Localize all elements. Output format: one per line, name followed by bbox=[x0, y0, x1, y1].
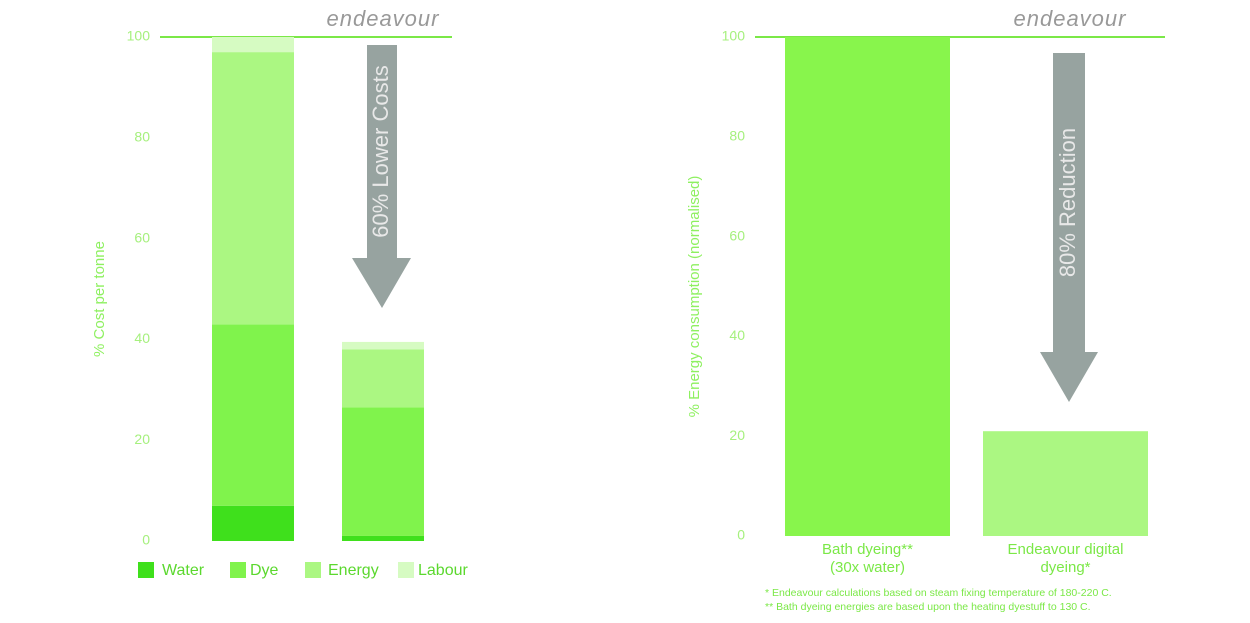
bar-segment bbox=[212, 52, 294, 325]
legend-swatch bbox=[230, 562, 246, 578]
annotation: 80% Reduction bbox=[1055, 128, 1080, 277]
y-tick-label: 100 bbox=[127, 28, 151, 44]
y-axis-label: % Cost per tonne bbox=[91, 241, 108, 357]
y-tick-label: 20 bbox=[134, 431, 150, 447]
annotation: 60% Lower Costs bbox=[368, 65, 393, 237]
legend-label: Water bbox=[162, 562, 205, 579]
y-tick-label: 80 bbox=[134, 129, 150, 145]
y-tick-label: 0 bbox=[737, 527, 745, 543]
brand: endeavour bbox=[327, 6, 441, 31]
legend-swatch bbox=[305, 562, 321, 578]
y-tick-label: 20 bbox=[729, 427, 745, 443]
x-tick-label: Endeavour digital dyeing* bbox=[1008, 541, 1124, 576]
y-axis-label: % Energy consumption (normalised) bbox=[686, 176, 703, 418]
y-tick-label: 60 bbox=[134, 229, 150, 245]
brand: endeavour bbox=[1014, 6, 1128, 31]
legend-label: Labour bbox=[418, 562, 468, 579]
arrow bbox=[1040, 53, 1098, 402]
bar bbox=[785, 37, 950, 536]
legend-swatch bbox=[398, 562, 414, 578]
legend-label: Energy bbox=[328, 562, 379, 579]
bar-segment bbox=[212, 37, 294, 53]
x-tick-label: Bath dyeing** (30x water) bbox=[822, 541, 913, 576]
bar-segment bbox=[212, 505, 294, 541]
y-tick-label: 60 bbox=[729, 227, 745, 243]
y-tick-label: 80 bbox=[729, 128, 745, 144]
y-tick-label: 0 bbox=[142, 532, 150, 548]
bar-segment bbox=[342, 407, 424, 536]
bar-segment bbox=[342, 535, 424, 541]
bar bbox=[983, 431, 1148, 536]
bar-segment bbox=[212, 324, 294, 506]
y-tick-label: 100 bbox=[722, 28, 746, 44]
y-tick-label: 40 bbox=[134, 330, 150, 346]
bar-segment bbox=[342, 341, 424, 350]
legend-label: Dye bbox=[250, 562, 279, 579]
y-tick-label: 40 bbox=[729, 327, 745, 343]
footnote: * Endeavour calculations based on steam … bbox=[765, 587, 1112, 599]
footnote: ** Bath dyeing energies are based upon t… bbox=[765, 601, 1091, 613]
bar-segment bbox=[342, 349, 424, 408]
legend-swatch bbox=[138, 562, 154, 578]
arrow bbox=[352, 45, 411, 308]
